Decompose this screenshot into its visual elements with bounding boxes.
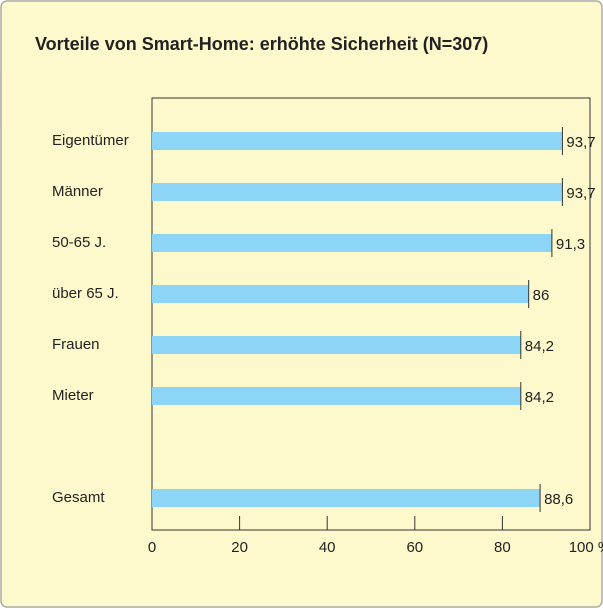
y-tick-label: Frauen [52,336,100,353]
x-tick-label: 0 [148,539,156,556]
bar [152,234,552,252]
value-label: 84,2 [525,338,554,355]
x-tick-label: 40 [319,539,336,556]
bar [152,183,563,201]
value-label: 91,3 [556,236,585,253]
x-tick-label: 80 [494,539,511,556]
y-tick-label: Männer [52,183,103,200]
bar [152,336,521,354]
plot-frame [151,97,591,531]
chart-title: Vorteile von Smart-Home: erhöhte Sicherh… [35,34,488,54]
bar [152,285,529,303]
x-tick-label: 60 [406,539,423,556]
y-tick-label: Gesamt [52,489,105,506]
value-label: 84,2 [525,389,554,406]
value-label: 88,6 [544,491,573,508]
y-tick-label: Mieter [52,387,94,404]
bar [152,387,521,405]
y-tick-label: Eigentümer [52,132,129,149]
y-tick-label: über 65 J. [52,285,119,302]
value-label: 93,7 [566,134,595,151]
bar [152,489,541,507]
value-label: 86 [533,287,550,304]
x-tick-label: 20 [231,539,248,556]
value-label: 93,7 [566,185,595,202]
y-tick-label: 50-65 J. [52,234,106,251]
bar [152,132,563,150]
x-tick-label: 100 % [569,539,603,556]
